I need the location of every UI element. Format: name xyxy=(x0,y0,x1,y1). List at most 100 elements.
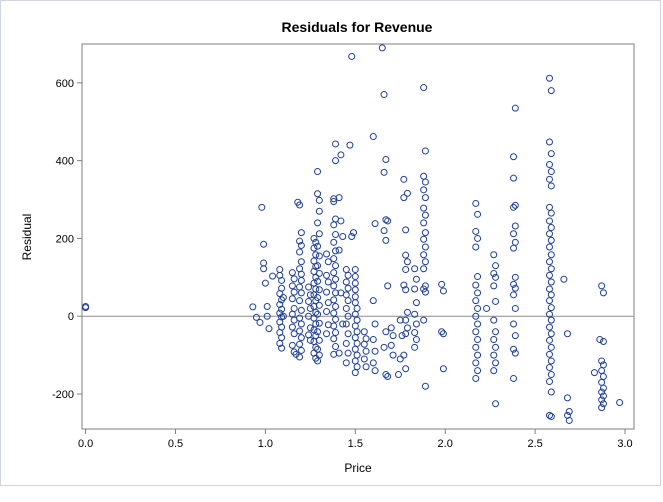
data-point xyxy=(547,265,555,273)
data-point xyxy=(411,265,419,273)
data-point xyxy=(312,251,320,259)
data-point xyxy=(474,273,482,281)
data-point xyxy=(332,140,340,148)
data-point xyxy=(439,365,447,373)
data-point xyxy=(369,297,377,305)
data-point xyxy=(330,296,338,304)
data-point xyxy=(344,297,352,305)
data-point xyxy=(297,320,305,328)
data-point xyxy=(314,277,322,285)
data-point xyxy=(330,255,338,263)
data-point xyxy=(511,273,519,281)
y-tick-label: 200 xyxy=(56,233,74,245)
data-point xyxy=(547,343,555,351)
data-point xyxy=(371,320,379,328)
data-point xyxy=(510,153,518,161)
data-point xyxy=(474,320,482,328)
x-axis-label: Price xyxy=(344,461,372,475)
data-point xyxy=(344,330,352,338)
data-point xyxy=(252,313,260,321)
data-point xyxy=(369,336,377,344)
data-point xyxy=(332,329,340,337)
data-point xyxy=(599,392,607,400)
data-point xyxy=(474,304,482,312)
data-point xyxy=(439,330,447,338)
data-point xyxy=(290,275,298,283)
data-point xyxy=(412,320,420,328)
data-point xyxy=(339,320,347,328)
data-point xyxy=(565,408,573,415)
data-point xyxy=(337,217,345,225)
data-point xyxy=(382,156,390,163)
data-point xyxy=(545,175,553,183)
data-point xyxy=(511,332,519,340)
data-point xyxy=(306,324,314,332)
data-point xyxy=(598,396,606,404)
data-point xyxy=(387,324,395,332)
data-point xyxy=(332,247,340,255)
data-point xyxy=(403,308,411,316)
data-point xyxy=(402,330,410,338)
data-point xyxy=(351,266,359,274)
data-point xyxy=(323,271,331,279)
data-point xyxy=(342,359,350,367)
data-point xyxy=(344,312,352,320)
data-point xyxy=(330,269,338,277)
data-point xyxy=(369,359,377,367)
data-point xyxy=(278,344,286,352)
data-point xyxy=(545,297,553,305)
data-point xyxy=(314,168,322,176)
data-point xyxy=(510,174,518,182)
data-point xyxy=(342,304,350,312)
data-point xyxy=(384,282,392,290)
data-point xyxy=(330,282,338,290)
data-point xyxy=(545,350,553,358)
data-point xyxy=(599,338,607,345)
data-point xyxy=(260,265,268,273)
data-point xyxy=(492,343,500,351)
data-point xyxy=(332,343,340,351)
data-point xyxy=(511,349,519,357)
data-point xyxy=(342,320,350,328)
data-point xyxy=(387,341,395,349)
x-tick-label: 2.0 xyxy=(438,438,453,450)
data-point xyxy=(323,250,331,258)
data-point xyxy=(380,227,388,235)
data-point xyxy=(547,209,555,217)
data-point xyxy=(421,194,429,202)
data-point xyxy=(545,217,553,225)
data-point xyxy=(438,280,446,288)
data-point xyxy=(330,335,338,343)
data-point xyxy=(323,330,331,338)
data-point xyxy=(472,328,480,336)
data-point xyxy=(297,334,305,342)
data-point xyxy=(261,279,269,287)
data-point xyxy=(276,339,284,347)
data-point xyxy=(305,297,313,305)
data-point xyxy=(598,357,606,365)
data-point xyxy=(472,359,480,367)
data-point xyxy=(492,359,500,367)
data-point xyxy=(315,301,323,309)
data-point xyxy=(342,339,350,347)
data-point xyxy=(402,266,410,274)
data-point xyxy=(421,211,429,219)
data-point xyxy=(297,229,305,237)
data-point xyxy=(344,349,352,357)
data-point xyxy=(483,304,491,312)
data-point xyxy=(330,322,338,330)
data-point xyxy=(396,316,404,324)
data-point xyxy=(389,332,397,340)
data-point xyxy=(596,336,604,344)
data-point xyxy=(421,288,429,296)
data-point xyxy=(288,295,296,303)
data-point xyxy=(382,216,390,224)
data-point xyxy=(421,147,429,155)
x-tick-label: 0.5 xyxy=(168,438,183,450)
data-point xyxy=(382,328,390,336)
data-point xyxy=(472,374,480,382)
data-point xyxy=(474,351,482,359)
data-point xyxy=(472,312,480,320)
data-point xyxy=(335,194,343,202)
